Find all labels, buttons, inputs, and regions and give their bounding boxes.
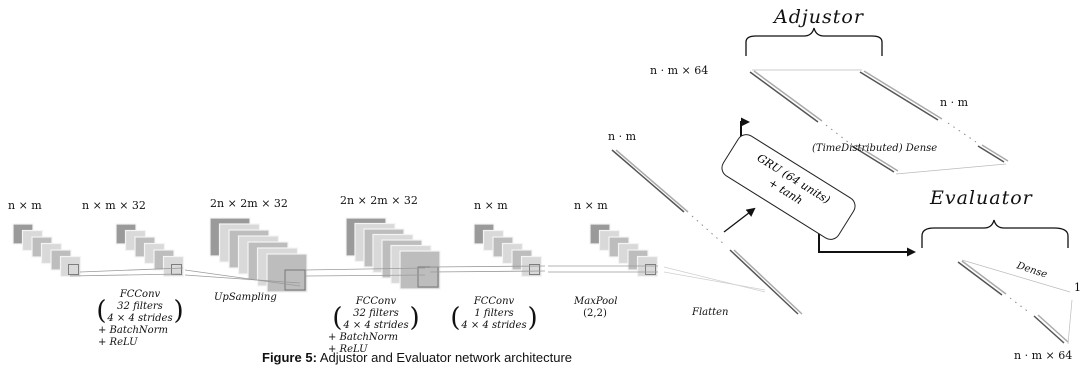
receptive-window [284,269,306,291]
figure-caption: Figure 5: Adjustor and Evaluator network… [262,350,572,365]
op-maxpool-size: (2,2) [583,308,607,319]
op-fcconv-1-name: FCConv [119,289,161,300]
op-fcconv-1-relu: + ReLU [98,337,138,348]
arrow-flatten-to-gru [723,207,756,233]
op-fcconv-2-relu: + ReLU [328,344,368,355]
layer-5-dim: n × m [574,199,608,212]
adjustor-dense [749,69,1009,175]
op-fcconv-2-batchnorm: + BatchNorm [328,332,398,343]
op-maxpool: MaxPool (2,2) [574,296,618,320]
stack-upsampling [209,217,308,293]
op-fcconv-2-params: 32 filters 4 × 4 strides [332,305,419,332]
feature-map-sheet [266,253,308,293]
stack-fcconv-1 [115,223,185,278]
time-distributed-dense-label: (TimeDistributed) Dense [812,143,938,154]
figure-caption-number: Figure 5: [262,350,317,365]
adjustor-brace [745,27,883,56]
stack-input [12,223,82,278]
feature-map-sheet [399,250,441,290]
evaluator-output: 1 [1074,281,1081,294]
op-fcconv-3: FCConv 1 filters 4 × 4 strides [444,296,544,332]
adjustor-input-dim: n · m × 64 [650,64,709,77]
projection-lines [69,265,766,293]
layer-3-dim: 2n × 2m × 32 [340,194,418,207]
receptive-window [645,264,656,275]
op-fcconv-3-filters: 1 filters [474,308,514,319]
layer-1-dim: n × m × 32 [82,199,146,212]
op-fcconv-2-strides: 4 × 4 strides [343,320,409,331]
op-fcconv-2-filters: 32 filters [353,308,399,319]
op-upsampling: UpSampling [214,292,277,303]
layer-0-dim: n × m [8,199,42,212]
op-fcconv-2: FCConv 32 filters 4 × 4 strides + BatchN… [326,296,426,356]
figure-caption-text: Adjustor and Evaluator network architect… [319,350,572,365]
feature-map-sheet [162,255,185,278]
stack-fcconv-2 [345,217,441,290]
feature-map-sheet [59,255,82,278]
evaluator-input-dim: n · m × 64 [1014,349,1073,362]
receptive-window [171,264,182,275]
op-fcconv-1-filters: 32 filters [117,301,163,312]
flatten-vector [611,149,803,315]
op-fcconv-1: FCConv 32 filters 4 × 4 strides + BatchN… [86,289,194,349]
flatten-dim: n · m [608,130,637,143]
adjustor-title: Adjustor [774,6,864,28]
layer-2-dim: 2n × 2m × 32 [210,197,288,210]
layer-4-dim: n × m [474,199,508,212]
evaluator-dense [957,259,1073,345]
evaluator-title: Evaluator [930,187,1033,209]
stack-maxpool [589,223,659,278]
op-fcconv-2-name: FCConv [355,296,397,307]
op-fcconv-1-params: 32 filters 4 × 4 strides [96,298,183,325]
receptive-window [417,266,439,288]
op-flatten: Flatten [692,307,729,318]
feature-map-sheet [636,255,659,278]
receptive-window [68,264,79,275]
op-fcconv-3-name: FCConv [473,296,515,307]
op-fcconv-3-params: 1 filters 4 × 4 strides [450,305,537,332]
op-fcconv-1-batchnorm: + BatchNorm [98,325,168,336]
stack-fcconv-3 [473,223,543,278]
op-maxpool-name: MaxPool [574,296,618,307]
op-fcconv-1-strides: 4 × 4 strides [107,313,173,324]
evaluator-brace [921,219,1069,248]
receptive-window [529,264,540,275]
adjustor-output-dim: n · m [940,96,969,109]
op-fcconv-3-strides: 4 × 4 strides [461,320,527,331]
